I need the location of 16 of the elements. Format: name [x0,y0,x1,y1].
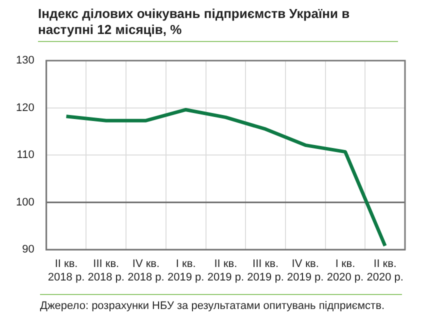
y-tick-label: 90 [22,244,34,256]
text: Джерело: розрахунки НБУ за результатами опитувань підприємств. [40,300,386,312]
x-tick-label: II кв. 2019 р. [207,258,244,284]
y-tick-label: 110 [16,149,34,162]
x-tick-label: I кв. 2019 р. [167,258,204,284]
x-tick-label: II кв. 2020 р. [366,258,404,284]
y-tick-label: 130 [16,54,34,67]
y-tick-label: 100 [16,196,34,208]
x-tick-label: II кв. 2018 р. [48,258,85,284]
x-tick-label: I кв. 2020 р. [326,258,364,284]
x-tick-label: IV кв. 2018 р. [128,258,164,284]
x-tick-label: III кв. 2018 р. [88,258,124,284]
x-tick-label: IV кв. 2019 р. [287,258,324,284]
chart-title: Індекс ділових очікувань підприємств України в наступні 12 місяців, % [38,6,398,42]
x-tick-label: III кв. 2019 р. [247,258,284,284]
y-tick-label: 120 [16,102,34,114]
